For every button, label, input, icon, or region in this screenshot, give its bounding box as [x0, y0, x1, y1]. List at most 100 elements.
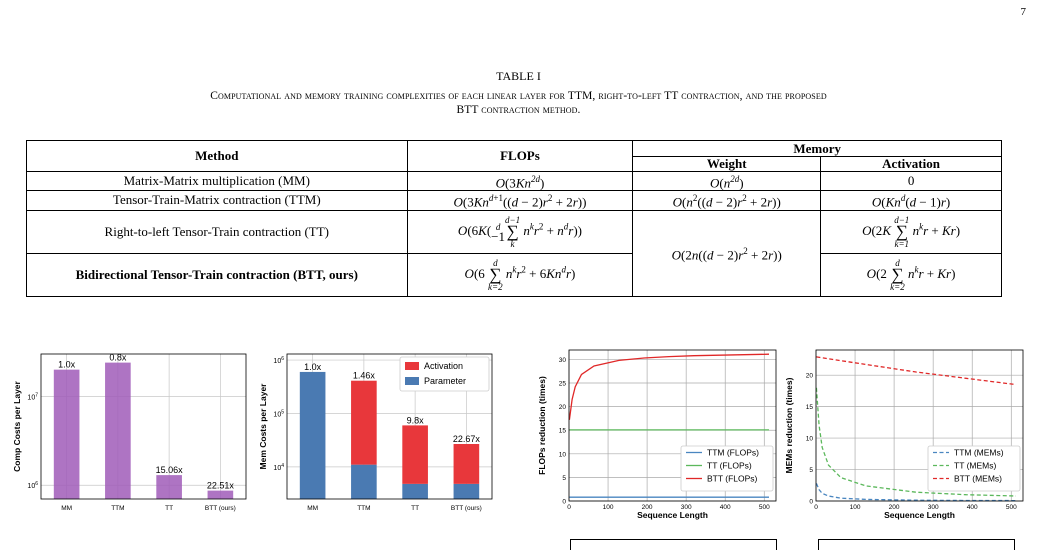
row-weight: O(n2d): [632, 170, 822, 192]
x-tick-label: 400: [720, 504, 731, 511]
x-tick-label: 100: [603, 504, 614, 511]
row-method: Tensor-Train-Matrix contraction (TTM): [26, 190, 408, 211]
y-axis-label: Comp Costs per Layer: [12, 380, 22, 471]
legend-label: TT (FLOPs): [707, 461, 752, 471]
row-activation: O(Knd(d − 1)r): [820, 190, 1002, 211]
y-axis-label: MEMs reduction (times): [784, 377, 794, 473]
table-label: TABLE I: [496, 69, 541, 83]
header-memory: Memory: [632, 140, 1002, 157]
header-activation: Activation: [820, 156, 1002, 172]
y-tick-label: 106: [273, 356, 284, 365]
row-flops: O(6K(d −1 d−1 ∑ k nkr2 + ndr)): [406, 209, 634, 254]
bar-activation: [402, 425, 428, 484]
y-axis-label: FLOPs reduction (times): [537, 376, 547, 475]
next-chart-frame: [818, 539, 1015, 550]
legend-label: TT (MEMs): [954, 461, 997, 471]
next-chart-frame: [570, 539, 777, 550]
bar-parameter: [351, 464, 377, 499]
x-tick-label: 500: [759, 504, 770, 511]
y-tick-label: 30: [559, 357, 567, 364]
y-tick-label: 10: [806, 436, 814, 443]
row-activation: O(2K d−1 ∑ k=1 nkr + Kr): [820, 209, 1002, 254]
plot-frame: [815, 349, 1024, 502]
comp-costs-chart: 1.0x MM 0.8x TTM 15.06x TT 22.51x BTT (ours) 106…: [8, 352, 258, 520]
header-method: Method: [26, 140, 408, 172]
y-tick-label: 104: [273, 463, 284, 472]
x-tick-label: TTM: [357, 505, 370, 512]
y-tick-label: 0: [809, 499, 813, 506]
legend-label: Parameter: [424, 376, 466, 386]
legend-swatch: [405, 377, 419, 385]
y-tick-label: 15: [806, 404, 814, 411]
x-tick-label: 100: [850, 504, 861, 511]
y-tick-label: 105: [273, 409, 284, 418]
x-axis-label: Sequence Length: [884, 510, 955, 520]
row-weight: O(2n((d − 2)r2 + 2r)): [632, 209, 822, 297]
complexity-table: Method FLOPs Memory Weight Activation Ma…: [26, 140, 1002, 297]
bar-activation: [453, 444, 480, 484]
bar-activation: [351, 380, 377, 465]
y-tick-label: 15: [559, 428, 567, 435]
x-tick-label: BTT (ours): [451, 505, 482, 512]
row-weight: O(n2((d − 2)r2 + 2r)): [632, 190, 822, 211]
row-flops: O(3Knd+1((d − 2)r2 + 2r)): [406, 190, 634, 211]
series-line: [815, 483, 1017, 502]
y-tick-label: 5: [809, 467, 813, 474]
row-method: Right-to-left Tensor-Train contraction (…: [26, 209, 408, 254]
x-tick-label: TT: [165, 505, 173, 512]
legend-label: BTT (MEMs): [954, 474, 1002, 484]
y-tick-label: 20: [806, 373, 814, 380]
x-tick-label: 0: [567, 504, 571, 511]
x-tick-label: TT: [411, 505, 419, 512]
plot-frame: [568, 349, 777, 502]
bar-data-label: 0.8x: [109, 353, 127, 363]
plot-frame: [40, 353, 247, 500]
y-tick-label: 107: [27, 392, 38, 401]
bar-parameter: [299, 371, 326, 499]
row-method: Bidirectional Tensor-Train contraction (…: [26, 252, 408, 297]
legend-swatch: [405, 362, 419, 370]
legend-box: [399, 356, 490, 392]
bar-data-label: 1.46x: [353, 371, 376, 381]
bar-data-label: 22.51x: [207, 481, 235, 491]
mem-costs-chart: 1.0x MM 1.46x TTM 9.8x TT 22.67x BTT (ours) 104 1…: [254, 352, 504, 520]
plot-frame: [286, 353, 493, 500]
row-flops: O(3Kn2d): [406, 170, 634, 192]
row-activation: 0: [820, 170, 1002, 192]
legend-label: TTM (FLOPs): [707, 448, 759, 458]
x-tick-label: 0: [814, 504, 818, 511]
x-tick-label: 300: [681, 504, 692, 511]
legend-label: TTM (MEMs): [954, 448, 1004, 458]
bar-parameter: [453, 483, 480, 499]
mems-reduction-chart: 0 100 200 300 400 500 0 5 10 15 20 Sequence Length M…: [780, 346, 1030, 526]
bar-data-label: 1.0x: [304, 362, 322, 372]
legend-label: BTT (FLOPs): [707, 474, 758, 484]
x-tick-label: 200: [642, 504, 653, 511]
y-tick-label: 0: [562, 499, 566, 506]
bar-data-label: 1.0x: [58, 360, 76, 370]
header-flops: FLOPs: [406, 140, 634, 172]
x-tick-label: 200: [889, 504, 900, 511]
series-line: [816, 356, 1017, 386]
legend-box: [680, 445, 774, 492]
row-flops: O(6 d ∑ k=2 nkr2 + 6Kndr): [406, 252, 634, 297]
bar-parameter: [402, 483, 428, 499]
x-tick-label: MM: [307, 505, 318, 512]
y-tick-label: 20: [559, 404, 567, 411]
bar: [105, 362, 131, 499]
x-tick-label: MM: [61, 505, 72, 512]
legend-box: [927, 445, 1021, 492]
bar-data-label: 15.06x: [156, 465, 184, 475]
x-tick-label: 500: [1006, 504, 1017, 511]
flops-reduction-chart: 0 100 200 300 400 500 0 5 10 15 20 25 30 Sequence Len…: [533, 346, 783, 526]
row-method: Matrix-Matrix multiplication (MM): [26, 170, 408, 192]
y-tick-label: 106: [27, 481, 38, 490]
y-tick-label: 5: [562, 475, 566, 482]
y-tick-label: 25: [559, 381, 567, 388]
y-axis-label: Mem Costs per Layer: [258, 383, 268, 470]
bar: [53, 369, 80, 499]
x-tick-label: 300: [928, 504, 939, 511]
header-weight: Weight: [632, 156, 822, 172]
x-tick-label: TTM: [111, 505, 124, 512]
x-tick-label: BTT (ours): [205, 505, 236, 512]
